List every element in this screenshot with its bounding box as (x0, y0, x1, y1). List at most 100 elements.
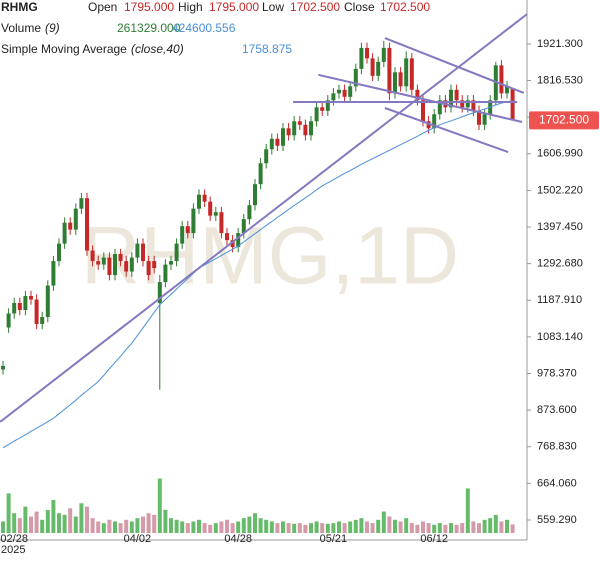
volume-bar (174, 519, 179, 533)
x-tick-label: 06/12 (420, 533, 448, 545)
candle-body (68, 222, 73, 230)
y-tick-label: 664.060 (537, 477, 577, 489)
candle-body (292, 121, 297, 136)
volume-bar (443, 524, 448, 533)
candle-body (353, 68, 358, 87)
volume-bar (185, 523, 190, 533)
volume-bar (409, 523, 414, 533)
volume-bar (365, 521, 369, 533)
candle-body (185, 226, 190, 234)
candle-body (247, 205, 252, 220)
candle-body (404, 58, 409, 87)
candle-body (415, 89, 420, 101)
volume-bar (45, 509, 50, 533)
volume-bar (275, 523, 280, 533)
candle-body (370, 58, 375, 76)
candle-body (409, 58, 414, 90)
candle-body (157, 282, 162, 304)
sma-line (2, 100, 513, 449)
volume-bar (241, 518, 246, 533)
volume-bar (157, 478, 162, 533)
candle-body (471, 100, 476, 111)
candle-body (320, 107, 325, 111)
volume-bar (62, 514, 67, 533)
candle-body (17, 303, 22, 311)
volume-bar (465, 488, 470, 533)
candle-body (40, 317, 45, 324)
candle-body (79, 198, 84, 209)
candle-body (337, 89, 341, 94)
volume-bar (163, 509, 168, 533)
candle-body (163, 264, 168, 283)
candle-body (449, 89, 453, 108)
volume-bar (113, 521, 117, 533)
candle-body (230, 240, 235, 248)
candle-body (460, 100, 465, 108)
candle-body (253, 184, 257, 206)
volume-bar (202, 523, 207, 533)
candle-body (432, 114, 437, 129)
volume-bar (34, 511, 39, 533)
candle-body (51, 261, 56, 286)
volume-bar (454, 524, 459, 533)
candle-body (426, 121, 431, 129)
candle-body (241, 219, 246, 234)
candle-body (101, 257, 106, 265)
volume-bar (180, 521, 185, 533)
value: 1795.000 (124, 0, 174, 14)
volume-bar (421, 521, 425, 533)
volume-bar (51, 500, 56, 533)
volume-bar (303, 524, 308, 533)
volume-bar (437, 523, 442, 533)
x-tick-label: 02/28 (0, 533, 28, 545)
candle-body (152, 261, 157, 269)
symbol: RHMG (1, 0, 38, 14)
candle-body (1, 365, 5, 370)
candle-body (454, 89, 459, 101)
x-tick-label: 04/28 (224, 533, 252, 545)
volume-bar (90, 518, 95, 533)
candle-body (146, 261, 151, 276)
candle-body (269, 138, 274, 150)
candle-body (258, 163, 263, 185)
candle-body (510, 88, 515, 121)
volume-bar (107, 519, 112, 533)
candle-body (297, 121, 302, 125)
y-tick-label: 1502.220 (537, 184, 583, 196)
volume-bar (325, 523, 330, 533)
y-tick-label: 978.370 (537, 367, 577, 379)
volume-bar (17, 518, 22, 533)
label: Close (344, 0, 375, 14)
volume-bar (320, 523, 325, 533)
volume-bar (381, 511, 386, 533)
candle-body (213, 212, 218, 216)
volume-bar (337, 521, 341, 533)
candle-body (180, 226, 185, 244)
candle-body (348, 86, 353, 97)
volume-bar (376, 519, 381, 533)
trendline (384, 37, 525, 94)
candle-body (505, 86, 509, 94)
volume-bar (1, 521, 5, 533)
volume-bar (129, 521, 134, 533)
candle-body (118, 254, 123, 262)
candle-body (225, 233, 229, 241)
x-tick-label: 04/02 (124, 533, 152, 545)
y-axis: 559.290 664.060 768.830 873.600 978.370 1083.… (527, 38, 599, 526)
volume-bar (359, 518, 364, 533)
value: 261329.000 (117, 21, 181, 35)
label: Low (262, 0, 284, 14)
candle-body (45, 285, 50, 318)
candle-body (90, 250, 95, 262)
volume-bar (253, 513, 257, 533)
volume-bar (493, 514, 498, 533)
candle-body (477, 110, 481, 125)
volume-bar (40, 519, 45, 533)
volume-bar (135, 518, 140, 533)
candle-body (309, 121, 313, 136)
volume-bar (12, 513, 17, 533)
volume-bar (393, 519, 397, 533)
volume-bar (415, 524, 420, 533)
candle-body (12, 303, 17, 314)
